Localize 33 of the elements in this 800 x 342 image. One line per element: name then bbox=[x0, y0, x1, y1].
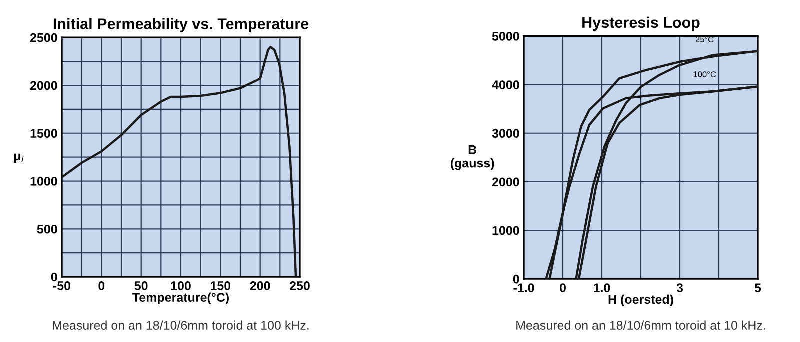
y-tick-label: 1000 bbox=[30, 177, 58, 186]
chart-title: Hysteresis Loop bbox=[582, 16, 700, 32]
series-label: 100°C bbox=[694, 72, 716, 78]
x-tick-label: 5 bbox=[754, 284, 762, 292]
x-tick-label: -50 bbox=[53, 282, 71, 290]
x-tick-label: 100 bbox=[171, 282, 191, 290]
x-tick-label: 50 bbox=[134, 282, 148, 290]
x-tick-label: 250 bbox=[290, 282, 310, 290]
x-tick-label: 0 bbox=[560, 284, 566, 292]
x-tick-label: 1.0 bbox=[594, 284, 610, 292]
chart-title: Initial Permeability vs. Temperature bbox=[54, 18, 309, 32]
x-axis-title: H (oersted) bbox=[608, 294, 674, 307]
y-tick-label: 0 bbox=[513, 274, 520, 284]
x-tick-label: 150 bbox=[211, 282, 231, 290]
y-tick-label: 0 bbox=[51, 272, 58, 282]
y-tick-label: 2000 bbox=[492, 178, 520, 187]
x-tick-label: 3 bbox=[676, 284, 684, 292]
x-tick-label: 0 bbox=[98, 282, 105, 290]
text: Measured on an 18/10/6mm toroid at 100 kHz. bbox=[53, 320, 309, 330]
y-axis-title: B (gauss) bbox=[450, 146, 494, 170]
y-axis-title: μ$_{i}$ bbox=[14, 154, 24, 164]
y-tick-label: 2000 bbox=[30, 81, 58, 90]
text: Measured on an 18/10/6mm toroid at 10 kHz. bbox=[516, 320, 766, 330]
y-tick-label: 3000 bbox=[492, 129, 520, 138]
x-tick-label: 200 bbox=[250, 282, 270, 290]
x-tick-label: -1.0 bbox=[514, 284, 534, 292]
y-tick-label: 2500 bbox=[30, 33, 58, 42]
y-tick-label: 4000 bbox=[492, 80, 520, 90]
y-tick-label: 5000 bbox=[492, 32, 520, 41]
y-tick-label: 1500 bbox=[30, 129, 58, 138]
x-axis-title: Temperature(°C) bbox=[132, 292, 229, 304]
y-tick-label: 1000 bbox=[492, 226, 520, 236]
y-tick-label: 500 bbox=[37, 224, 58, 234]
